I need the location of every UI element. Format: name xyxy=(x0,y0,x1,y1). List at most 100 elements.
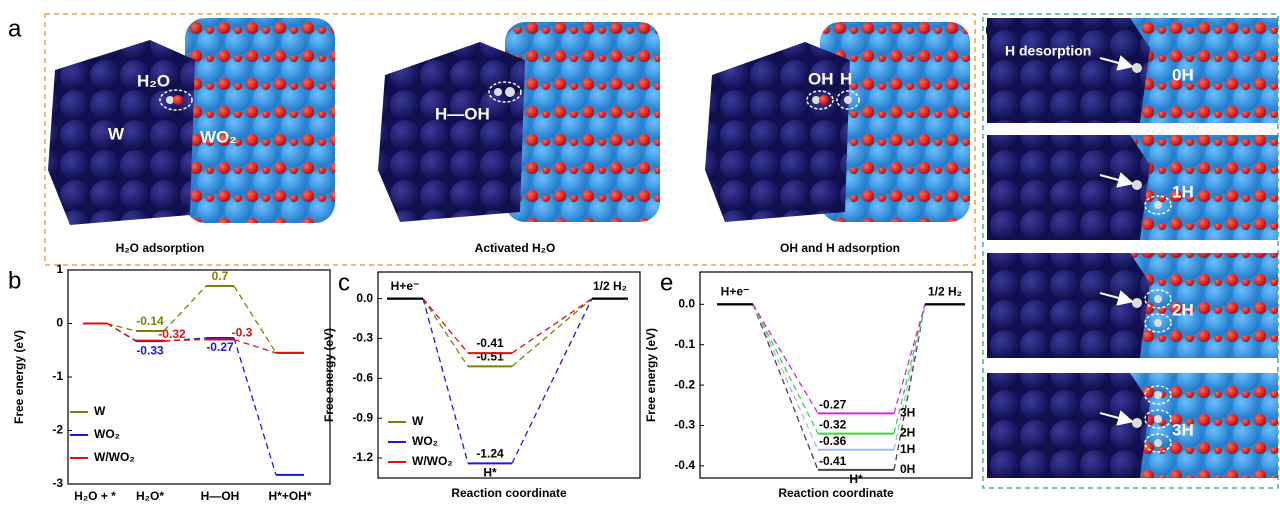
connector xyxy=(753,304,818,413)
h-atom xyxy=(1132,298,1142,308)
metal-surface xyxy=(987,253,1150,358)
legend-label: W xyxy=(412,414,424,428)
h-atom xyxy=(1154,295,1162,303)
caption: OH and H adsorption xyxy=(780,241,900,255)
value-label: -0.41 xyxy=(819,454,847,468)
y-tick-label: 0.0 xyxy=(356,291,373,305)
metal-surface xyxy=(987,373,1150,478)
h-atom xyxy=(1154,391,1162,399)
connector xyxy=(512,299,592,353)
panel-label: e xyxy=(660,269,673,296)
connector xyxy=(234,338,276,475)
structure-image: 3H xyxy=(987,373,1278,478)
connector xyxy=(753,304,818,433)
annotation: W xyxy=(108,124,125,143)
legend-label: 2H xyxy=(900,426,915,440)
connector xyxy=(423,299,468,367)
annotation: 0H xyxy=(1172,65,1194,84)
x-tick-label: H₂O* xyxy=(136,489,164,503)
legend-label: 3H xyxy=(900,406,915,420)
x-tick-label: H+e⁻ xyxy=(721,284,750,298)
y-tick-label: -3 xyxy=(52,476,63,490)
structure-image: 2H xyxy=(987,253,1278,358)
connector xyxy=(512,299,592,464)
y-tick-label: -1 xyxy=(52,369,63,383)
connector xyxy=(753,304,818,449)
annotation: 1H xyxy=(1172,182,1194,201)
metal-surface xyxy=(987,18,1150,123)
x-tick-label: H+e⁻ xyxy=(391,279,420,293)
legend-label: 1H xyxy=(900,442,915,456)
value-label: -0.36 xyxy=(819,434,847,448)
h-atom xyxy=(1154,319,1162,327)
structure-image: OH H xyxy=(705,22,970,222)
y-tick-label: -0.9 xyxy=(352,410,373,424)
structure-image: 1H xyxy=(987,135,1278,240)
annotation: H xyxy=(840,69,852,88)
y-tick-label: -0.2 xyxy=(674,377,695,391)
panel-label: c xyxy=(338,269,350,296)
connector xyxy=(423,299,468,353)
value-label: -0.33 xyxy=(136,343,164,357)
connector xyxy=(107,324,136,341)
x-tick-label: 1/2 H₂ xyxy=(593,279,627,293)
connector xyxy=(894,304,925,413)
y-tick-label: -1.2 xyxy=(352,450,373,464)
y-tick-label: 1 xyxy=(56,262,63,276)
panel-a: a H₂O W WO₂ H₂O adsorption H—OH Activate… xyxy=(8,14,975,265)
value-label: -0.27 xyxy=(819,398,847,412)
y-axis-label: Free energy (eV) xyxy=(12,330,26,424)
value-label: 0.7 xyxy=(212,269,229,283)
y-tick-label: -0.4 xyxy=(674,458,695,472)
value-label: -1.24 xyxy=(476,447,504,461)
legend-label: 0H xyxy=(900,462,915,476)
x-tick-label: H*+OH* xyxy=(268,489,311,503)
h-atom xyxy=(1132,180,1142,190)
figure: a H₂O W WO₂ H₂O adsorption H—OH Activate… xyxy=(0,0,1280,507)
value-label: -0.27 xyxy=(206,340,234,354)
value-label: -0.32 xyxy=(819,418,847,432)
y-tick-label: 0.0 xyxy=(678,296,695,310)
annotation: H₂O xyxy=(137,71,170,90)
x-tick-label: H* xyxy=(483,466,497,480)
h-atom xyxy=(1154,201,1162,209)
legend-label: W/WO₂ xyxy=(412,454,453,468)
h-atom xyxy=(1132,63,1142,73)
annotation: 3H xyxy=(1172,420,1194,439)
chart: c0.0-0.3-0.6-0.9-1.2Free energy (eV)Reac… xyxy=(322,269,640,500)
structure-image: H₂O W WO₂ xyxy=(48,18,335,225)
h-atom xyxy=(1154,439,1162,447)
x-tick-label: 1/2 H₂ xyxy=(928,284,962,298)
structure-image: 0H xyxy=(987,18,1278,123)
y-tick-label: -0.6 xyxy=(352,370,373,384)
caption: Activated H₂O xyxy=(475,241,556,255)
legend-label: WO₂ xyxy=(94,427,120,441)
annotation: H—OH xyxy=(435,104,490,123)
connector xyxy=(107,324,136,331)
y-axis-label: Free energy (eV) xyxy=(644,328,658,422)
x-axis-label: Reaction coordinate xyxy=(451,486,567,500)
value-label: -0.51 xyxy=(476,350,504,364)
value-label: -0.3 xyxy=(232,326,253,340)
metal-surface xyxy=(987,135,1150,240)
connector xyxy=(234,286,276,353)
legend-label: W xyxy=(94,404,106,418)
annotation: WO₂ xyxy=(200,127,237,146)
connector xyxy=(164,286,206,331)
y-tick-label: -0.1 xyxy=(674,337,695,351)
y-tick-label: -2 xyxy=(52,423,63,437)
panel-label: a xyxy=(8,15,22,42)
x-axis-label: Reaction coordinate xyxy=(778,486,894,500)
connector xyxy=(753,304,818,470)
y-axis-label: Free energy (eV) xyxy=(322,328,336,422)
x-tick-label: H—OH xyxy=(201,489,240,503)
x-tick-label: H₂O + * xyxy=(74,489,116,503)
h-atom xyxy=(1132,418,1142,428)
x-tick-label: H* xyxy=(849,472,863,486)
legend-label: W/WO₂ xyxy=(94,450,135,464)
y-tick-label: 0 xyxy=(56,316,63,330)
legend-label: WO₂ xyxy=(412,434,438,448)
connector xyxy=(512,299,592,367)
